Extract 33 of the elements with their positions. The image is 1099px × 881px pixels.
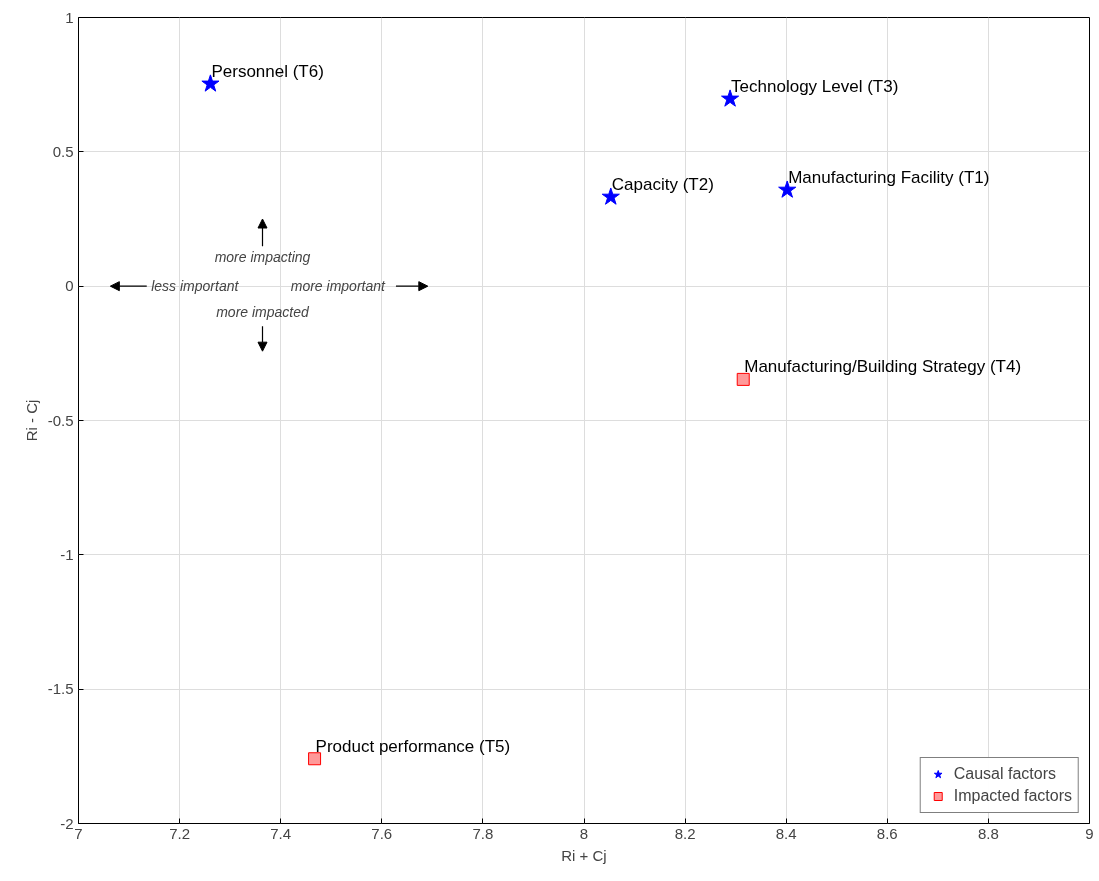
x-tick-label: 8.2 xyxy=(674,824,696,842)
annotation: more important xyxy=(290,278,386,295)
annotation: Product performance (T5) xyxy=(315,736,511,756)
y-axis-title: Ri - Cj xyxy=(22,399,40,442)
x-tick-label: 9 xyxy=(1085,824,1094,842)
annotation: more impacted xyxy=(216,304,311,321)
y-tick-label: -1 xyxy=(60,545,74,563)
x-tick-label: 7.2 xyxy=(169,824,191,842)
legend-label: Causal factors xyxy=(953,765,1056,783)
legend-label: Impacted factors xyxy=(953,787,1072,805)
x-axis-title: Ri + Cj xyxy=(561,846,607,864)
annotation: Technology Level (T3) xyxy=(731,76,899,96)
y-tick-label: -1.5 xyxy=(47,680,74,698)
x-tick-label: 8.6 xyxy=(876,824,898,842)
x-tick-label: 8.4 xyxy=(775,824,797,842)
x-tick-label: 7.8 xyxy=(472,824,494,842)
annotation: Manufacturing Facility (T1) xyxy=(788,167,990,187)
y-tick-label: 1 xyxy=(65,8,74,26)
point xyxy=(308,752,322,766)
x-tick-label: 8.8 xyxy=(977,824,999,842)
x-tick-label: 8 xyxy=(579,824,589,842)
annotation: Capacity (T2) xyxy=(611,174,714,194)
y-tick-label: 0.5 xyxy=(52,142,74,160)
x-tick-label: 7.4 xyxy=(270,824,292,842)
x-tick-label: 7.6 xyxy=(371,824,393,842)
annotation: more impacting xyxy=(214,249,311,266)
y-tick-label: 0 xyxy=(65,277,74,295)
annotation: Manufacturing/Building Strategy (T4) xyxy=(744,357,1022,377)
y-tick-label: -0.5 xyxy=(47,411,74,429)
x-tick-label: 7 xyxy=(74,824,83,842)
y-tick-label: -2 xyxy=(60,814,74,832)
annotation: Personnel (T6) xyxy=(211,61,324,81)
annotation: less important xyxy=(151,278,240,295)
